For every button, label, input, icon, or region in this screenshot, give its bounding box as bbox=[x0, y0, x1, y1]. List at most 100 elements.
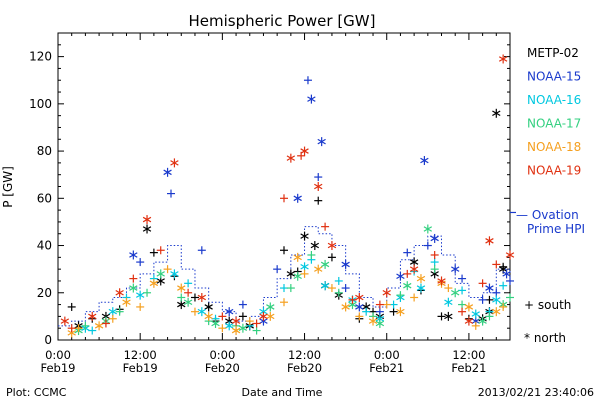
south-plus-point bbox=[328, 284, 336, 292]
legend-entry-noaa-16: NOAA-16 bbox=[527, 93, 581, 107]
y-axis-label: P [GW] bbox=[1, 166, 15, 208]
north-star-point bbox=[225, 307, 233, 316]
north-star-point bbox=[143, 215, 151, 224]
north-star-point bbox=[420, 156, 428, 165]
south-plus-point bbox=[102, 319, 110, 327]
legend: METP-02NOAA-15NOAA-16NOAA-17NOAA-18NOAA-… bbox=[516, 46, 585, 345]
x-tick-time-label: 0:00 bbox=[209, 348, 235, 362]
north-star-point bbox=[342, 302, 350, 311]
chart-title: Hemispheric Power [GW] bbox=[189, 12, 376, 30]
south-plus-point bbox=[342, 284, 350, 292]
north-star-point bbox=[184, 298, 192, 307]
north-star-point bbox=[321, 281, 329, 290]
x-tick-time-label: 12:00 bbox=[288, 348, 321, 362]
north-star-point bbox=[369, 317, 377, 326]
footer-x-axis-title: Date and Time bbox=[242, 386, 323, 399]
north-star-point bbox=[61, 317, 69, 326]
north-star-point bbox=[311, 241, 319, 250]
south-plus-point bbox=[273, 265, 281, 273]
north-star-point bbox=[444, 312, 452, 321]
data-points bbox=[61, 54, 514, 337]
north-star-point bbox=[314, 182, 322, 191]
x-tick-date-label: Feb19 bbox=[41, 361, 76, 375]
south-plus-point bbox=[485, 296, 493, 304]
south-plus-point bbox=[280, 194, 288, 202]
y-tick-label: 60 bbox=[37, 191, 52, 205]
north-star-point bbox=[342, 260, 350, 269]
north-star-point bbox=[123, 298, 131, 307]
south-plus-point bbox=[239, 301, 247, 309]
south-plus-point bbox=[304, 76, 312, 84]
north-star-point bbox=[410, 265, 418, 274]
north-star-point bbox=[417, 274, 425, 283]
y-tick-label: 0 bbox=[44, 333, 52, 347]
north-star-point bbox=[431, 234, 439, 243]
north-star-point bbox=[479, 317, 487, 326]
north-star-point bbox=[301, 232, 309, 241]
north-star-point bbox=[397, 272, 405, 281]
y-tick-label: 100 bbox=[29, 97, 52, 111]
south-plus-point bbox=[136, 258, 144, 266]
north-star-point bbox=[294, 194, 302, 203]
north-star-point bbox=[383, 288, 391, 297]
north-star-point bbox=[116, 288, 124, 297]
north-star-point bbox=[465, 317, 473, 326]
north-star-point bbox=[157, 269, 165, 278]
north-star-point bbox=[503, 269, 511, 278]
north-star-point bbox=[177, 284, 185, 293]
north-star-point bbox=[287, 269, 295, 278]
legend-north-marker: * north bbox=[524, 331, 566, 345]
north-star-point bbox=[239, 324, 247, 333]
x-tick-time-label: 12:00 bbox=[452, 348, 485, 362]
south-plus-point bbox=[280, 246, 288, 254]
x-tick-time-label: 12:00 bbox=[124, 348, 157, 362]
ovation-hpi-line bbox=[58, 227, 510, 326]
north-star-point bbox=[492, 295, 500, 304]
south-plus-point bbox=[253, 319, 261, 327]
south-plus-point bbox=[390, 301, 398, 309]
north-star-point bbox=[321, 260, 329, 269]
ovation-series bbox=[58, 212, 516, 325]
x-tick-date-label: Feb19 bbox=[123, 361, 158, 375]
south-plus-point bbox=[280, 284, 288, 292]
north-star-point bbox=[287, 154, 295, 163]
legend-entry-noaa-18: NOAA-18 bbox=[527, 140, 581, 154]
north-star-point bbox=[355, 302, 363, 311]
south-plus-point bbox=[150, 249, 158, 257]
north-star-point bbox=[266, 312, 274, 321]
south-plus-point bbox=[198, 246, 206, 254]
north-star-point bbox=[307, 95, 315, 104]
x-tick-date-label: Feb20 bbox=[205, 361, 240, 375]
north-star-point bbox=[438, 276, 446, 285]
y-tick-label: 20 bbox=[37, 286, 52, 300]
south-plus-point bbox=[335, 289, 343, 297]
north-star-point bbox=[506, 250, 514, 259]
south-plus-point bbox=[438, 312, 446, 320]
north-star-point bbox=[424, 225, 432, 234]
north-star-point bbox=[232, 326, 240, 335]
north-star-point bbox=[301, 147, 309, 156]
north-star-point bbox=[294, 272, 302, 281]
north-star-point bbox=[314, 265, 322, 274]
north-star-point bbox=[198, 293, 206, 302]
south-plus-point bbox=[307, 251, 315, 259]
south-plus-point bbox=[68, 303, 76, 311]
south-plus-point bbox=[390, 308, 398, 316]
north-star-point bbox=[95, 321, 103, 330]
south-plus-point bbox=[191, 308, 199, 316]
y-tick-label: 40 bbox=[37, 239, 52, 253]
north-star-point bbox=[403, 281, 411, 290]
north-star-point bbox=[150, 279, 158, 288]
north-star-point bbox=[328, 241, 336, 250]
north-star-point bbox=[444, 298, 452, 307]
north-star-point bbox=[451, 265, 459, 274]
north-star-point bbox=[198, 307, 206, 316]
south-plus-point bbox=[458, 286, 466, 294]
north-star-point bbox=[451, 288, 459, 297]
footer-timestamp: 2013/02/21 23:40:06 bbox=[478, 386, 594, 399]
north-star-point bbox=[212, 319, 220, 328]
south-plus-point bbox=[431, 251, 439, 259]
south-plus-point bbox=[335, 277, 343, 285]
legend-ovation-line1: — Ovation bbox=[516, 208, 579, 222]
south-plus-point bbox=[167, 190, 175, 198]
